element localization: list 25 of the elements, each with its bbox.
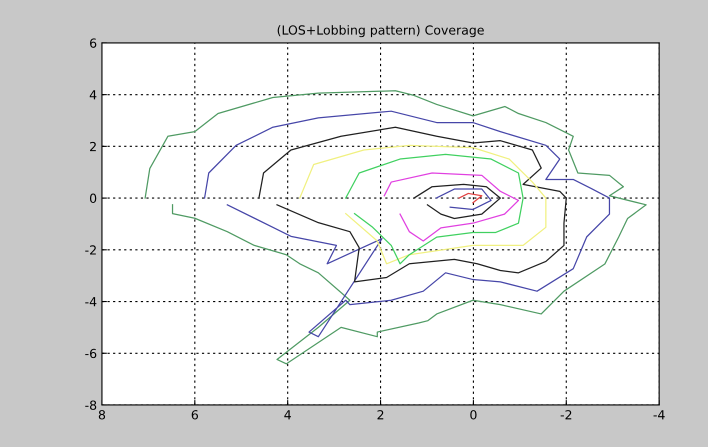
- line-series: [436, 188, 492, 210]
- y-tick-label: 6: [90, 38, 96, 48]
- y-tick-label: 4: [90, 90, 96, 100]
- x-tick-label: 6: [192, 410, 198, 420]
- y-tick-label: -8: [85, 400, 96, 410]
- line-series: [204, 110, 610, 338]
- y-tick-label: 2: [90, 142, 96, 152]
- line-series: [144, 90, 647, 364]
- x-tick-label: -2: [560, 410, 572, 420]
- line-series: [299, 144, 546, 264]
- y-tick-label: -6: [85, 348, 96, 358]
- line-series: [413, 184, 501, 220]
- line-series: [258, 126, 567, 283]
- line-series: [384, 172, 520, 242]
- line-series: [345, 154, 524, 264]
- x-tick-label: 0: [470, 410, 477, 420]
- y-tick-label: -4: [85, 297, 96, 306]
- line-series: [458, 192, 482, 204]
- y-tick-label: 0: [90, 194, 96, 204]
- x-tick-label: 2: [377, 410, 384, 420]
- x-tick-label: 8: [98, 410, 106, 420]
- y-tick-label: -2: [85, 245, 96, 255]
- x-tick-label: -4: [654, 410, 665, 420]
- x-tick-label: 4: [284, 410, 291, 420]
- chart-title: (LOS+Lobbing pattern) Coverage: [278, 25, 484, 38]
